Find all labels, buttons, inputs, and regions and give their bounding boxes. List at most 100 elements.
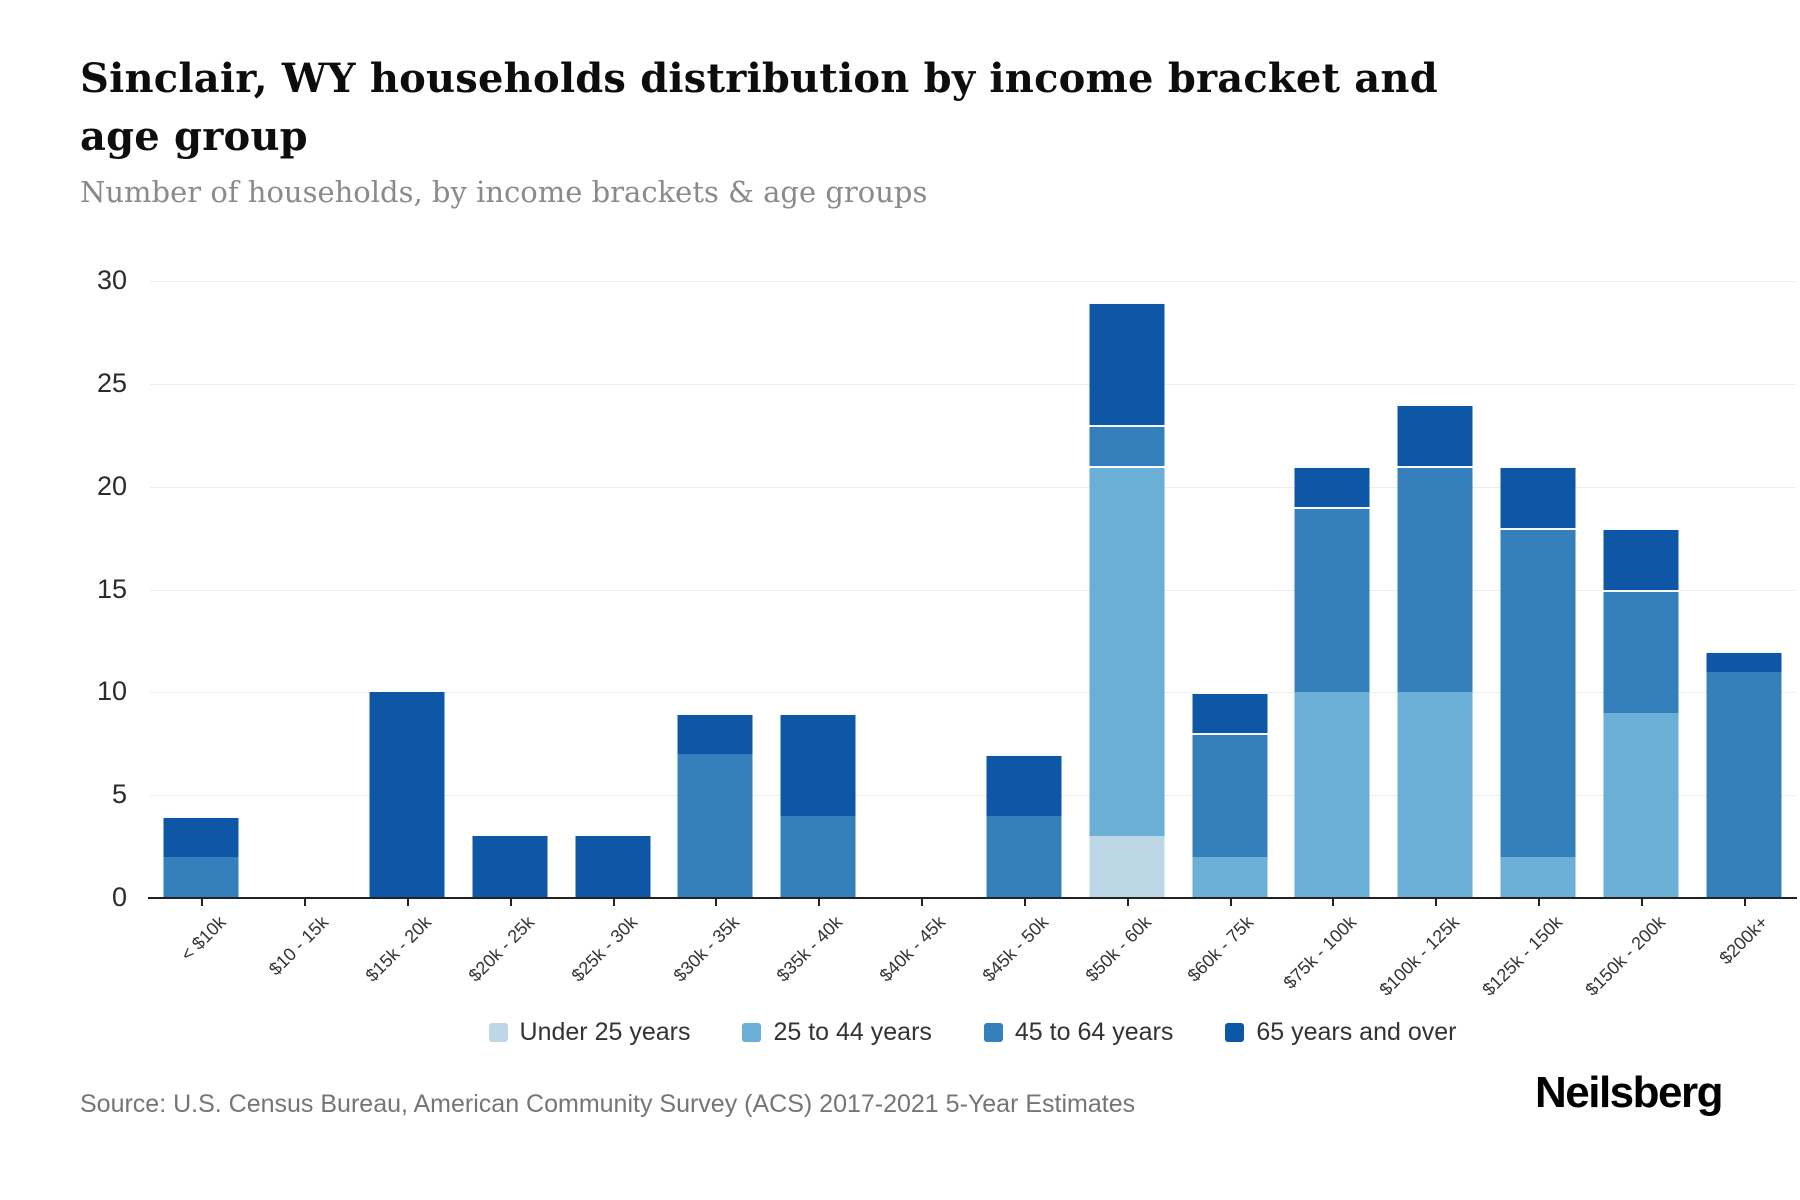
x-axis-tick [1743,899,1746,906]
bar-segment[interactable] [677,712,753,755]
y-axis-tick-label: 15 [96,573,127,604]
bar-$45k - 50k[interactable] [986,754,1062,898]
legend-label: Under 25 years [519,1018,691,1046]
legend-swatch [983,1023,1003,1042]
x-axis-tick [818,899,821,906]
legend-swatch [1225,1023,1245,1042]
bar-segment[interactable] [780,815,856,898]
bars-container: < $10k $10 - 15k $15k - 20k $20k - 25k $25k … [150,281,1795,1000]
bar-segment[interactable] [1294,507,1370,693]
bar-segment[interactable] [1500,527,1576,857]
legend-item[interactable]: Under 25 years [488,1018,691,1047]
bar-segment[interactable] [1500,856,1576,898]
bar-$25k - 30k[interactable] [575,836,651,898]
bar-segment[interactable] [1706,651,1782,672]
bar-$35k - 40k[interactable] [780,712,856,898]
bar-$50k - 60k[interactable] [1089,301,1165,898]
bar-slot: $200k+ [1692,281,1795,968]
bar-segment[interactable] [1089,425,1165,467]
bar-segment[interactable] [1706,671,1782,898]
x-axis-tick [201,899,204,906]
bar-slot: $75k - 100k [1280,281,1384,993]
bar-segment[interactable] [163,856,239,898]
bar-slot: $150k - 200k [1581,281,1692,1000]
x-axis-tick-label: $35k - 40k [772,912,847,986]
bar-segment[interactable] [1294,692,1370,898]
bar-segment[interactable] [1192,692,1268,734]
legend-swatch [488,1023,508,1042]
y-axis-tick-label: 30 [96,265,127,295]
bar-slot: $20k - 25k [458,281,561,986]
x-axis-tick-label: $75k - 100k [1279,912,1361,993]
bar-segment[interactable] [1603,712,1679,898]
x-axis-tick-label: $25k - 30k [567,912,641,986]
gridline [150,486,1795,488]
bar-$100k - 125k[interactable] [1397,404,1473,898]
bar-$75k - 100k[interactable] [1294,466,1370,898]
x-axis-tick [509,899,512,906]
bar-segment[interactable] [677,754,753,898]
bar-$15k - 20k[interactable] [369,692,445,898]
bar-segment[interactable] [575,836,651,898]
page-subtitle: Number of households, by income brackets… [80,175,928,209]
x-axis-tick [304,899,307,906]
x-axis-tick [921,899,924,906]
bar-slot: $35k - 40k [767,281,870,986]
legend-item[interactable]: 45 to 64 years [983,1018,1173,1047]
bar-$125k - 150k[interactable] [1500,466,1576,898]
bar-segment[interactable] [1089,301,1165,425]
bar-< $10k[interactable] [163,815,239,898]
x-axis-tick-label: $40k - 45k [875,912,950,986]
bar-$30k - 35k[interactable] [677,712,753,898]
x-axis-tick-label: $125k - 150k [1478,912,1567,1000]
gridline [150,795,1795,797]
bar-segment[interactable] [1397,404,1473,467]
bar-$150k - 200k[interactable] [1603,527,1679,898]
bar-segment[interactable] [780,712,856,816]
legend-item[interactable]: 25 to 44 years [742,1018,932,1047]
bar-slot: $25k - 30k [561,281,664,986]
bar-segment[interactable] [1397,466,1473,693]
bar-segment[interactable] [1603,527,1679,590]
gridline [150,692,1795,694]
y-axis-tick-label: 0 [111,882,127,912]
bar-segment[interactable] [1294,466,1370,508]
bar-segment[interactable] [986,754,1062,816]
legend-swatch [742,1023,762,1042]
legend-item[interactable]: 65 years and over [1225,1018,1456,1047]
x-axis-tick [1023,899,1026,906]
page-title: Sinclair, WY households distribution by … [80,55,1438,160]
bar-segment[interactable] [1603,589,1679,713]
brand-logo: Neilsberg [1534,1068,1724,1117]
bar-segment[interactable] [1089,466,1165,837]
bar-segment[interactable] [1192,856,1268,898]
bar-segment[interactable] [1397,692,1473,898]
x-axis-tick-label: $45k - 50k [978,912,1053,986]
bar-segment[interactable] [163,815,239,857]
bar-segment[interactable] [472,836,548,898]
bar-segment[interactable] [1089,836,1165,898]
bar-segment[interactable] [1192,733,1268,857]
source-text: Source: U.S. Census Bureau, American Com… [80,1090,1136,1118]
bar-$200k+[interactable] [1706,651,1782,898]
y-axis-tick-label: 25 [96,367,127,398]
bar-segment[interactable] [1500,466,1576,528]
bar-slot: $50k - 60k [1075,281,1178,986]
bar-slot: $125k - 150k [1478,281,1590,1000]
bar-slot: $45k - 50k [973,281,1076,986]
bar-$60k - 75k[interactable] [1192,692,1268,898]
x-axis-line [148,897,1797,899]
bar-slot: $100k - 125k [1376,281,1487,1000]
bar-slot: $30k - 35k [664,281,767,986]
bar-segment[interactable] [986,815,1062,898]
gridline [150,383,1795,385]
gridline [150,589,1795,591]
y-axis: 0 5 10 15 20 25 30 [55,265,135,912]
bar-segment[interactable] [369,692,445,898]
bar-$20k - 25k[interactable] [472,836,548,898]
bar-slot: $10 - 15k [253,281,356,979]
bar-slot: $40k - 45k [870,281,973,986]
x-axis-tick [715,899,718,906]
x-axis-tick [1229,899,1232,906]
